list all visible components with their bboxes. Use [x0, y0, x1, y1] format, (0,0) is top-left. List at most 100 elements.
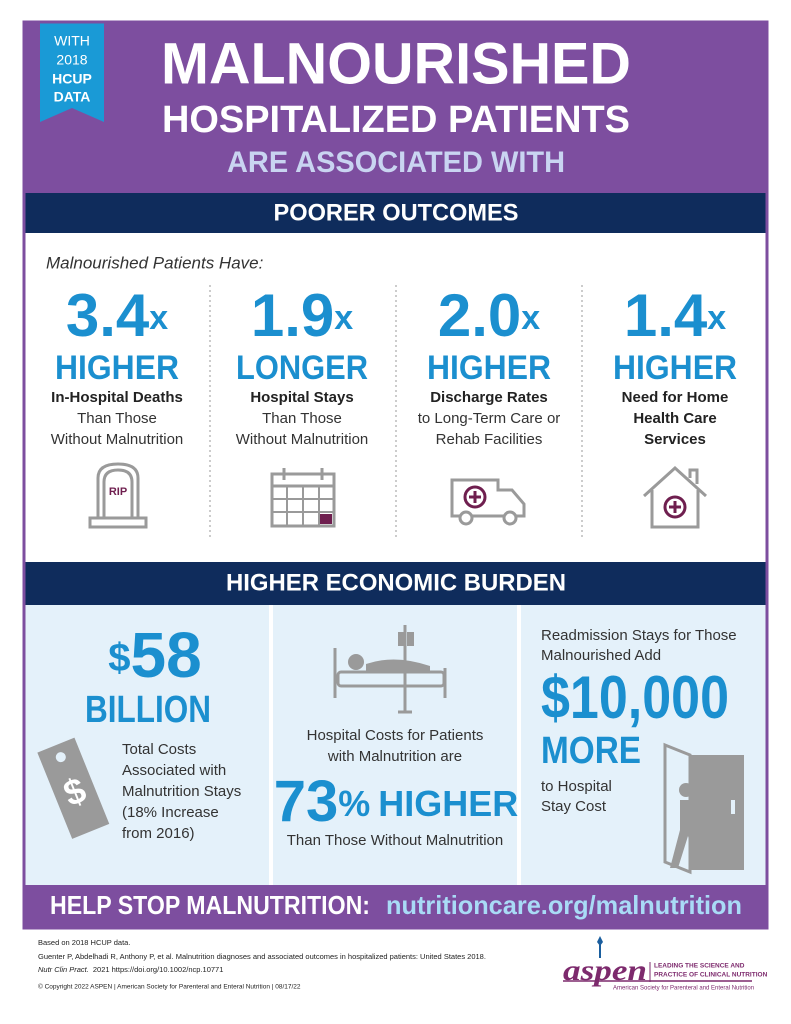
badge-line: HCUP: [52, 71, 92, 87]
aspen-logo: aspen LEADING THE SCIENCE AND PRACTICE O…: [563, 936, 768, 992]
stat-number: 3.4: [66, 282, 150, 349]
footer-line: Guenter P, Abdelhadi R, Anthony P, et al…: [38, 952, 486, 961]
icon-text: RIP: [109, 486, 127, 498]
total-amount: $58: [108, 619, 201, 691]
stat-number: 2.0: [438, 282, 521, 349]
section-bar: [24, 562, 767, 605]
tombstone-icon: RIP: [88, 462, 148, 529]
icon-part: [469, 491, 481, 503]
panel-separator: [269, 605, 273, 885]
amount-unit: BILLION: [85, 689, 211, 731]
logo-tagline: LEADING THE SCIENCE AND: [654, 963, 745, 970]
stat-number: 1.9: [251, 282, 334, 349]
stat-unit: x: [334, 299, 353, 337]
cta-text: HELP STOP MALNUTRITION:: [50, 890, 370, 920]
readmission-note: to Hospital: [541, 778, 612, 795]
total-line: Associated with: [122, 762, 226, 779]
logo-tagline: PRACTICE OF CLINICAL NUTRITION: [654, 972, 768, 979]
footer-line: Based on 2018 HCUP data.: [38, 938, 130, 947]
hospital-line: with Malnutrition are: [327, 748, 462, 765]
stat-line: Without Malnutrition: [51, 431, 184, 448]
icon-part: [272, 486, 334, 526]
icon-part: [348, 654, 364, 670]
hospital-line: Hospital Costs for Patients: [307, 727, 484, 744]
copyright: © Copyright 2022 ASPEN | American Societ…: [38, 983, 301, 991]
home-icon: [642, 465, 708, 529]
icon-part: [88, 516, 148, 529]
icon-part: [688, 468, 699, 484]
amount: 58: [131, 619, 202, 691]
badge-line: DATA: [54, 89, 91, 105]
price-tag-icon: $: [37, 737, 110, 839]
citation: 2021 https://doi.org/10.1002/ncp.10771: [93, 965, 224, 974]
icon-part: [731, 800, 735, 814]
logo-name: aspen: [563, 954, 647, 987]
icon-part: [679, 783, 693, 797]
stat-line: Than Those: [262, 410, 342, 427]
icon-part: [669, 501, 681, 513]
economic-panel: [24, 605, 767, 885]
section-bar: [24, 193, 767, 233]
icon-part: [650, 490, 700, 529]
stat-line: to Long-Term Care or: [418, 410, 561, 427]
icon-part: [642, 465, 708, 498]
cta-bar: [24, 885, 767, 928]
section-heading: HIGHER ECONOMIC BURDEN: [226, 569, 566, 596]
logo-org: American Society for Parenteral and Ente…: [613, 986, 754, 992]
stat-bold: Health Care: [633, 410, 716, 427]
badge-line: WITH: [54, 33, 90, 49]
total-line: from 2016): [122, 825, 195, 842]
icon-part: [37, 737, 110, 839]
icon-part: [398, 632, 405, 646]
title: MALNOURISHED: [161, 31, 631, 96]
readmission-label: MORE: [541, 730, 641, 772]
icon-part: [320, 514, 332, 524]
icon-part: [463, 485, 487, 509]
stat-unit: %: [338, 783, 370, 824]
stat-label: HIGHER: [613, 349, 737, 387]
stat: 3.4x: [66, 282, 168, 349]
currency: $: [108, 636, 130, 680]
hospital-bed-icon: [333, 625, 447, 714]
header-band: [24, 22, 767, 193]
intro: Malnourished Patients Have:: [46, 253, 264, 272]
icon-part: [102, 468, 134, 518]
stat: 1.9x: [251, 282, 353, 349]
calendar-icon: [270, 468, 336, 528]
stat-label: HIGHER: [378, 783, 518, 824]
stat-bold: Services: [644, 431, 706, 448]
readmission-note: Stay Cost: [541, 798, 607, 815]
badge-line: 2018: [56, 52, 87, 68]
stat-line: Rehab Facilities: [436, 431, 543, 448]
stat: 2.0x: [438, 282, 540, 349]
footer-citation: Nutr Clin Pract. 2021 https://doi.org/10.…: [38, 965, 223, 974]
stat-label: LONGER: [236, 349, 368, 387]
stat-bold: Need for Home: [622, 389, 729, 406]
stat-number: 73: [274, 769, 339, 834]
cta-link: nutritioncare.org/malnutrition: [386, 890, 742, 920]
stat-line: Than Those: [77, 410, 157, 427]
readmission-line: Readmission Stays for Those: [541, 627, 737, 644]
stat-number: 1.4: [624, 282, 708, 349]
total-line: (18% Increase: [122, 804, 219, 821]
total-line: Malnutrition Stays: [122, 783, 241, 800]
badge: [40, 22, 104, 122]
icon-part: [366, 659, 430, 672]
icon-part: [407, 632, 414, 646]
stat: 1.4x: [624, 282, 726, 349]
frame: [22, 20, 769, 930]
stat-unit: x: [707, 299, 726, 337]
cta: HELP STOP MALNUTRITION: nutritioncare.org…: [50, 890, 742, 920]
stat-bold: Hospital Stays: [250, 389, 353, 406]
icon-part: [458, 510, 474, 526]
journal: Nutr Clin Pract.: [38, 965, 89, 974]
icon-part: [663, 742, 692, 875]
icon-part: [597, 936, 603, 946]
stat-bold: Discharge Rates: [430, 389, 548, 406]
icon-part: [96, 462, 140, 518]
tagline: ARE ASSOCIATED WITH: [227, 146, 565, 179]
icon-part: [450, 478, 526, 518]
hospital-stat: 73% HIGHER: [274, 769, 519, 834]
icon-part: [670, 800, 705, 868]
